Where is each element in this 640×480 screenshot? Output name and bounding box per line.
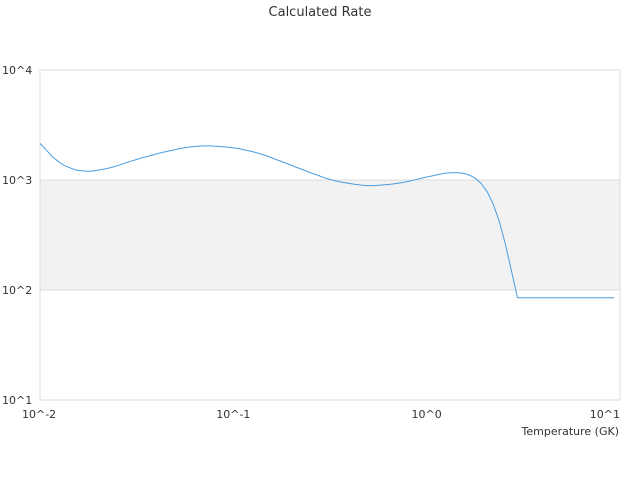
series-layer <box>39 143 615 299</box>
shaded-band-layer <box>40 180 620 290</box>
x-axis-label: Temperature (GK) <box>521 425 620 438</box>
y-tick-label: 10^1 <box>2 394 32 407</box>
chart-title: Calculated Rate <box>269 5 372 20</box>
y-tick-label: 10^2 <box>2 284 32 297</box>
series-line-0 <box>39 143 615 299</box>
x-tick-labels: 10^-2 10^-1 10^0 10^1 <box>22 408 620 421</box>
x-tick-label: 10^-2 <box>22 408 56 421</box>
shaded-band <box>40 180 620 290</box>
y-tick-label: 10^3 <box>2 174 32 187</box>
x-tick-label: 10^0 <box>412 408 442 421</box>
y-tick-label: 10^4 <box>2 64 32 77</box>
plot-frame <box>39 69 621 401</box>
x-tick-label: 10^-1 <box>216 408 250 421</box>
y-tick-labels: 10^1 10^2 10^3 10^4 <box>2 64 32 407</box>
x-tick-label: 10^1 <box>590 408 620 421</box>
